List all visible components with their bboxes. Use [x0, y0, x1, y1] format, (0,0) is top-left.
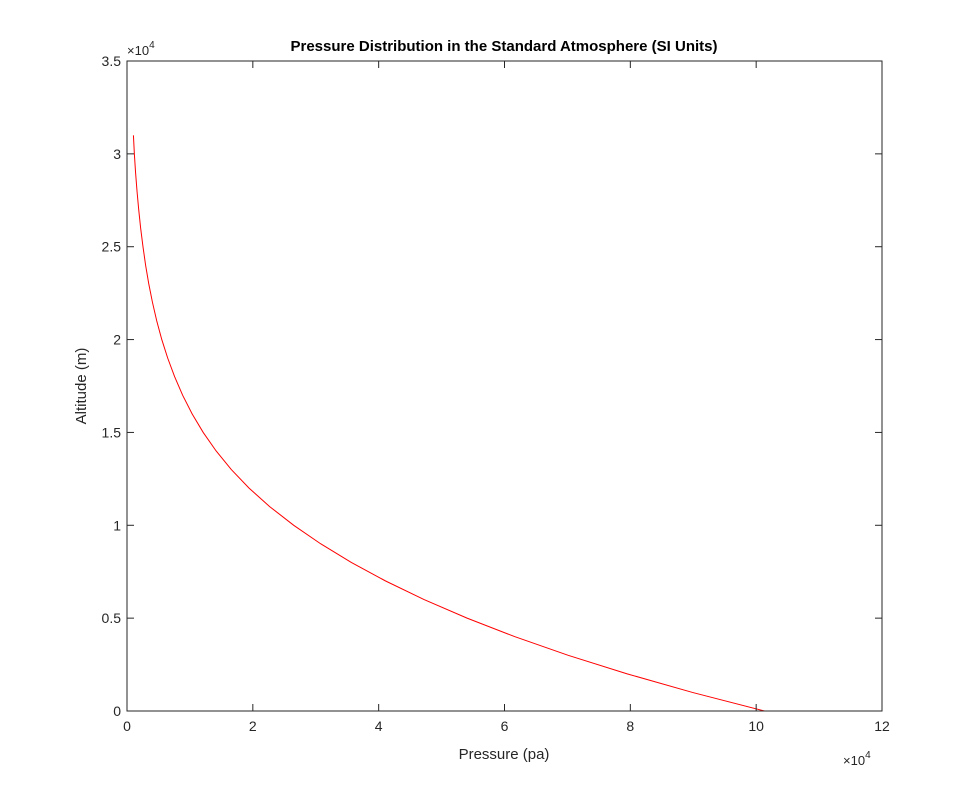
y-tick-label: 1 — [113, 517, 121, 533]
x-tick-label: 4 — [375, 718, 383, 734]
y-axis-label: Altitude (m) — [73, 348, 90, 425]
x-axis-exponent: ×104 — [843, 750, 871, 768]
y-axis-exponent: ×104 — [127, 40, 155, 58]
series-line-0 — [132, 135, 765, 712]
y-tick-label: 0.5 — [102, 610, 122, 626]
chart-title: Pressure Distribution in the Standard At… — [290, 38, 717, 55]
y-tick-label: 3.5 — [102, 53, 122, 69]
y-tick-label: 2.5 — [102, 239, 122, 255]
y-tick-label: 0 — [113, 703, 121, 719]
x-axis-exponent-power: 4 — [865, 750, 871, 761]
x-tick-label: 2 — [249, 718, 257, 734]
x-axis-multiplier: ×10 — [843, 753, 865, 768]
y-tick-label: 3 — [113, 146, 121, 162]
x-axis-ticks: 0 2 4 6 8 10 12 — [123, 61, 890, 734]
x-axis-label: Pressure (pa) — [459, 746, 550, 763]
y-axis-ticks: 0 0.5 1 1.5 2 2.5 3 3.5 — [102, 53, 882, 719]
plot-area — [127, 61, 882, 711]
y-tick-label: 2 — [113, 332, 121, 348]
x-tick-label: 6 — [501, 718, 509, 734]
y-axis-exponent-power: 4 — [149, 40, 155, 51]
x-tick-label: 8 — [626, 718, 634, 734]
y-tick-label: 1.5 — [102, 424, 122, 440]
x-tick-label: 0 — [123, 718, 131, 734]
y-axis-multiplier: ×10 — [127, 43, 149, 58]
x-tick-label: 12 — [874, 718, 890, 734]
data-layer — [132, 135, 765, 712]
x-tick-label: 10 — [748, 718, 764, 734]
